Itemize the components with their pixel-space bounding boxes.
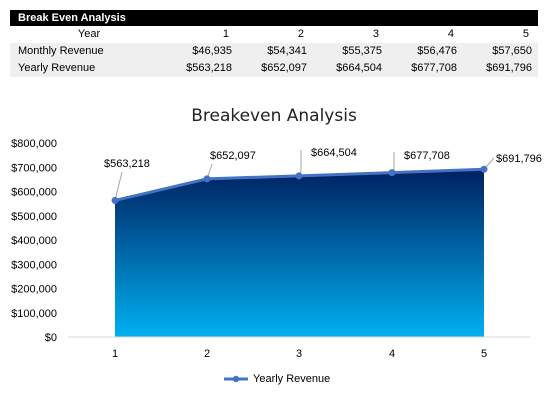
area-fill: [115, 169, 484, 337]
data-label: $677,708: [404, 150, 450, 162]
y-tick-label: $100,000: [11, 308, 57, 320]
data-point: [295, 172, 303, 180]
data-point: [111, 196, 119, 204]
table-title: Break Even Analysis: [10, 10, 538, 26]
value-cell: $563,218: [186, 62, 232, 74]
x-tick-label: 1: [112, 348, 118, 360]
year-cell: 2: [297, 28, 304, 40]
data-label-leader: [114, 171, 123, 201]
y-tick-label: $400,000: [11, 235, 57, 247]
data-label: $664,504: [311, 147, 357, 159]
year-cell: 5: [522, 28, 529, 40]
value-cell: $652,097: [261, 62, 307, 74]
data-label: $652,097: [210, 150, 256, 162]
break-even-table: Break Even Analysis Year 1 2 3 4 5 Month…: [10, 10, 538, 77]
value-cell: $46,935: [192, 45, 232, 57]
value-cell: $691,796: [486, 62, 532, 74]
value-cell: $664,504: [336, 62, 382, 74]
row-label: Yearly Revenue: [18, 62, 96, 74]
year-cell: 3: [372, 28, 379, 40]
value-cell: $677,708: [411, 62, 457, 74]
y-tick-label: $800,000: [11, 138, 57, 150]
year-cell: 4: [447, 28, 454, 40]
row-label: Monthly Revenue: [18, 45, 104, 57]
y-tick-label: $200,000: [11, 284, 57, 296]
y-tick-label: $0: [45, 332, 57, 344]
chart-legend: Yearly Revenue: [223, 373, 330, 385]
legend-label: Yearly Revenue: [253, 373, 331, 385]
data-label: $563,218: [104, 158, 150, 170]
x-tick-label: 4: [389, 348, 395, 360]
table-row: Monthly Revenue $46,935 $54,341 $55,375 …: [10, 43, 538, 60]
value-cell: $56,476: [417, 45, 457, 57]
y-tick-label: $600,000: [11, 187, 57, 199]
y-tick-label: $500,000: [11, 211, 57, 223]
legend-line-marker-icon: [224, 375, 248, 383]
x-tick-label: 3: [296, 348, 302, 360]
data-point: [480, 165, 488, 173]
x-tick-label: 2: [204, 348, 210, 360]
value-cell: $57,650: [492, 45, 532, 57]
data-label-leader: [298, 150, 302, 177]
y-tick-label: $300,000: [11, 259, 57, 271]
chart-title: Breakeven Analysis: [191, 106, 357, 126]
y-tick-label: $700,000: [11, 162, 57, 174]
year-cell: 1: [222, 28, 229, 40]
year-header-row: Year 1 2 3 4 5: [10, 26, 538, 43]
value-cell: $55,375: [342, 45, 382, 57]
year-header-label: Year: [77, 28, 101, 40]
x-tick-label: 5: [481, 348, 487, 360]
data-point: [388, 169, 396, 177]
data-label: $691,796: [496, 153, 542, 165]
value-cell: $54,341: [267, 45, 307, 57]
table-row: Yearly Revenue $563,218 $652,097 $664,50…: [10, 60, 538, 77]
data-point: [203, 175, 211, 183]
